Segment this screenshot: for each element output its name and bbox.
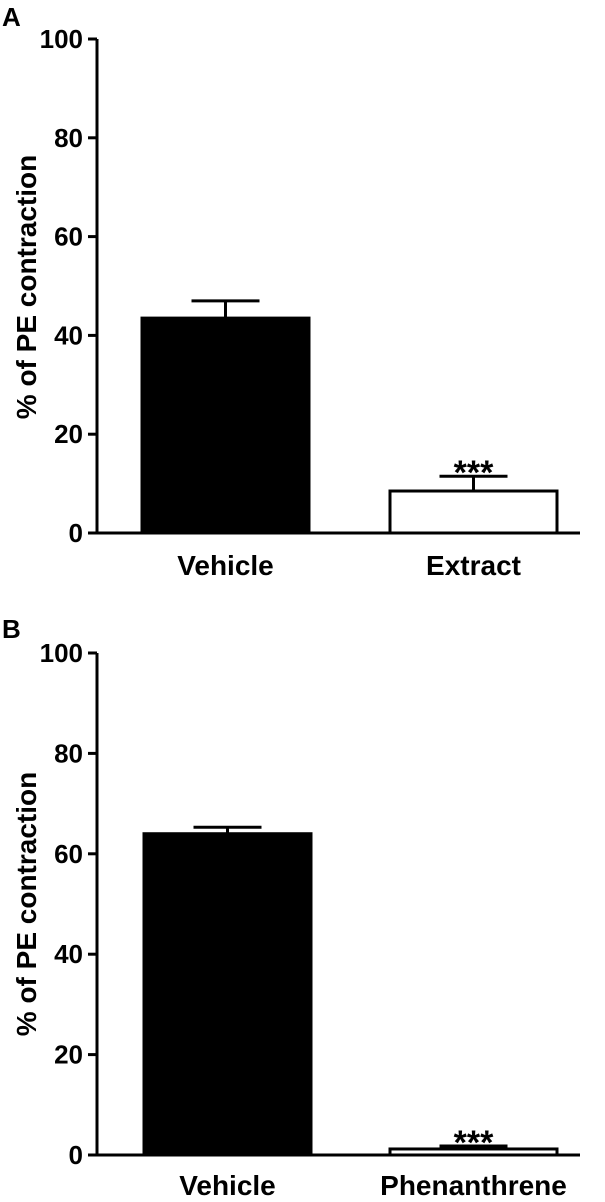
panel-label: B xyxy=(2,614,21,644)
bar-chart-b: B % of PE contraction 0 20 40 60 80 100 Vehicl… xyxy=(2,614,580,1201)
y-tick-label: 100 xyxy=(40,638,83,668)
x-tick-label: Extract xyxy=(426,550,521,581)
y-tick-label: 20 xyxy=(54,1040,83,1070)
bar-chart-a: A % of PE contraction 0 20 40 60 80 100 Vehicl… xyxy=(2,2,580,581)
y-axis-label: % of PE contraction xyxy=(11,155,42,419)
chart-panel-a: A % of PE contraction 0 20 40 60 80 100 Vehicl… xyxy=(0,0,605,590)
bar-vehicle xyxy=(140,316,311,535)
x-tick-label: Phenanthrene xyxy=(380,1170,567,1201)
y-tick-label: 20 xyxy=(54,419,83,449)
y-tick-label: 0 xyxy=(69,518,83,548)
bar-vehicle xyxy=(142,832,313,1157)
y-tick-label: 100 xyxy=(40,24,83,54)
y-tick-label: 80 xyxy=(54,123,83,153)
plot-area: 0 20 40 60 80 100 Vehicle *** Phenanthrene xyxy=(40,638,580,1201)
y-tick-label: 40 xyxy=(54,939,83,969)
significance-label: *** xyxy=(454,1124,494,1162)
bar-extract xyxy=(388,489,559,535)
y-tick-label: 40 xyxy=(54,320,83,350)
y-axis-label: % of PE contraction xyxy=(11,772,42,1036)
chart-panel-b: B % of PE contraction 0 20 40 60 80 100 Vehicl… xyxy=(0,610,605,1202)
panel-label: A xyxy=(2,2,21,32)
y-tick-label: 60 xyxy=(54,222,83,252)
y-tick-label: 0 xyxy=(69,1140,83,1170)
y-tick-label: 60 xyxy=(54,839,83,869)
y-tick-label: 80 xyxy=(54,738,83,768)
bar-phenanthrene xyxy=(388,1147,559,1157)
plot-area: 0 20 40 60 80 100 Vehicle *** Extract xyxy=(40,24,580,581)
significance-label: *** xyxy=(454,454,494,492)
x-tick-label: Vehicle xyxy=(179,1170,276,1201)
x-tick-label: Vehicle xyxy=(177,550,274,581)
